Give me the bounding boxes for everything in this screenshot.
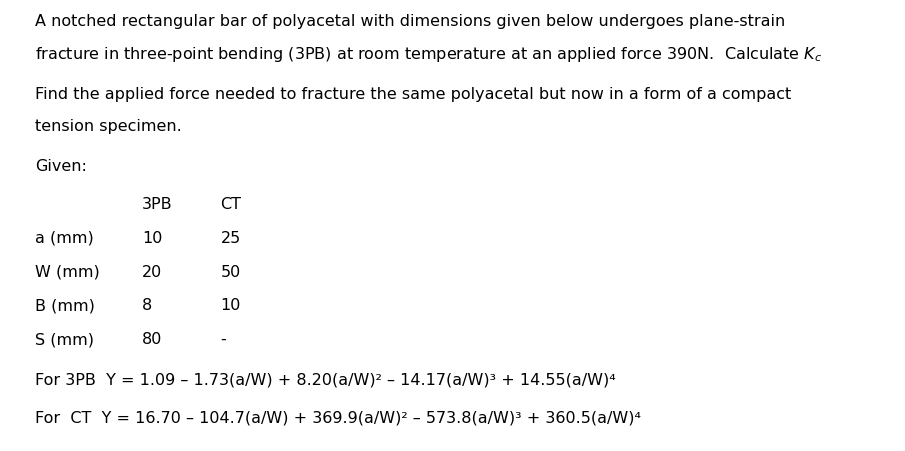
Text: fracture in three-point bending (3PB) at room temperature at an applied force 39: fracture in three-point bending (3PB) at… — [35, 45, 823, 64]
Text: -: - — [221, 332, 226, 347]
Text: For  CT  Y = 16.70 – 104.7(a/W) + 369.9(a/W)² – 573.8(a/W)³ + 360.5(a/W)⁴: For CT Y = 16.70 – 104.7(a/W) + 369.9(a/… — [35, 411, 642, 426]
Text: Given:: Given: — [35, 159, 87, 174]
Text: B (mm): B (mm) — [35, 299, 95, 313]
Text: 10: 10 — [142, 231, 162, 246]
Text: S (mm): S (mm) — [35, 332, 94, 347]
Text: a (mm): a (mm) — [35, 231, 94, 246]
Text: W (mm): W (mm) — [35, 265, 100, 280]
Text: For 3PB  Y = 1.09 – 1.73(a/W) + 8.20(a/W)² – 14.17(a/W)³ + 14.55(a/W)⁴: For 3PB Y = 1.09 – 1.73(a/W) + 8.20(a/W)… — [35, 373, 616, 387]
Text: A notched rectangular bar of polyacetal with dimensions given below undergoes pl: A notched rectangular bar of polyacetal … — [35, 14, 786, 28]
Text: 20: 20 — [142, 265, 162, 280]
Text: tension specimen.: tension specimen. — [35, 119, 182, 133]
Text: 8: 8 — [142, 299, 152, 313]
Text: Find the applied force needed to fracture the same polyacetal but now in a form : Find the applied force needed to fractur… — [35, 87, 792, 102]
Text: 25: 25 — [221, 231, 241, 246]
Text: 3PB: 3PB — [142, 197, 172, 212]
Text: CT: CT — [221, 197, 242, 212]
Text: 80: 80 — [142, 332, 162, 347]
Text: 10: 10 — [221, 299, 241, 313]
Text: 50: 50 — [221, 265, 241, 280]
